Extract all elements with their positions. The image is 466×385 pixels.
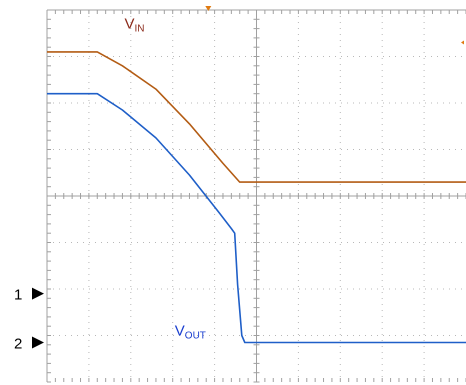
channel-marker-arrow-1 [32,287,44,300]
channel-marker-arrow-2 [32,336,44,349]
channel-markers: 12 [14,287,44,352]
trigger-marker [205,6,212,11]
series-line-vout [47,92,466,344]
vin-label-main: V [125,16,135,33]
traces [47,6,466,344]
series-label-vout: VOUT [175,323,206,342]
reference-marker [461,40,464,45]
graticule [46,9,466,383]
channel-marker-label-2: 2 [14,335,22,352]
trace-labels: VIN VOUT [125,16,206,342]
vout-label-sub: OUT [185,331,206,342]
vout-label-main: V [175,323,185,340]
series-label-vin: VIN [125,16,145,35]
vin-label-sub: IN [135,24,145,35]
channel-marker-label-1: 1 [14,287,22,304]
series-line-vin [47,51,466,183]
